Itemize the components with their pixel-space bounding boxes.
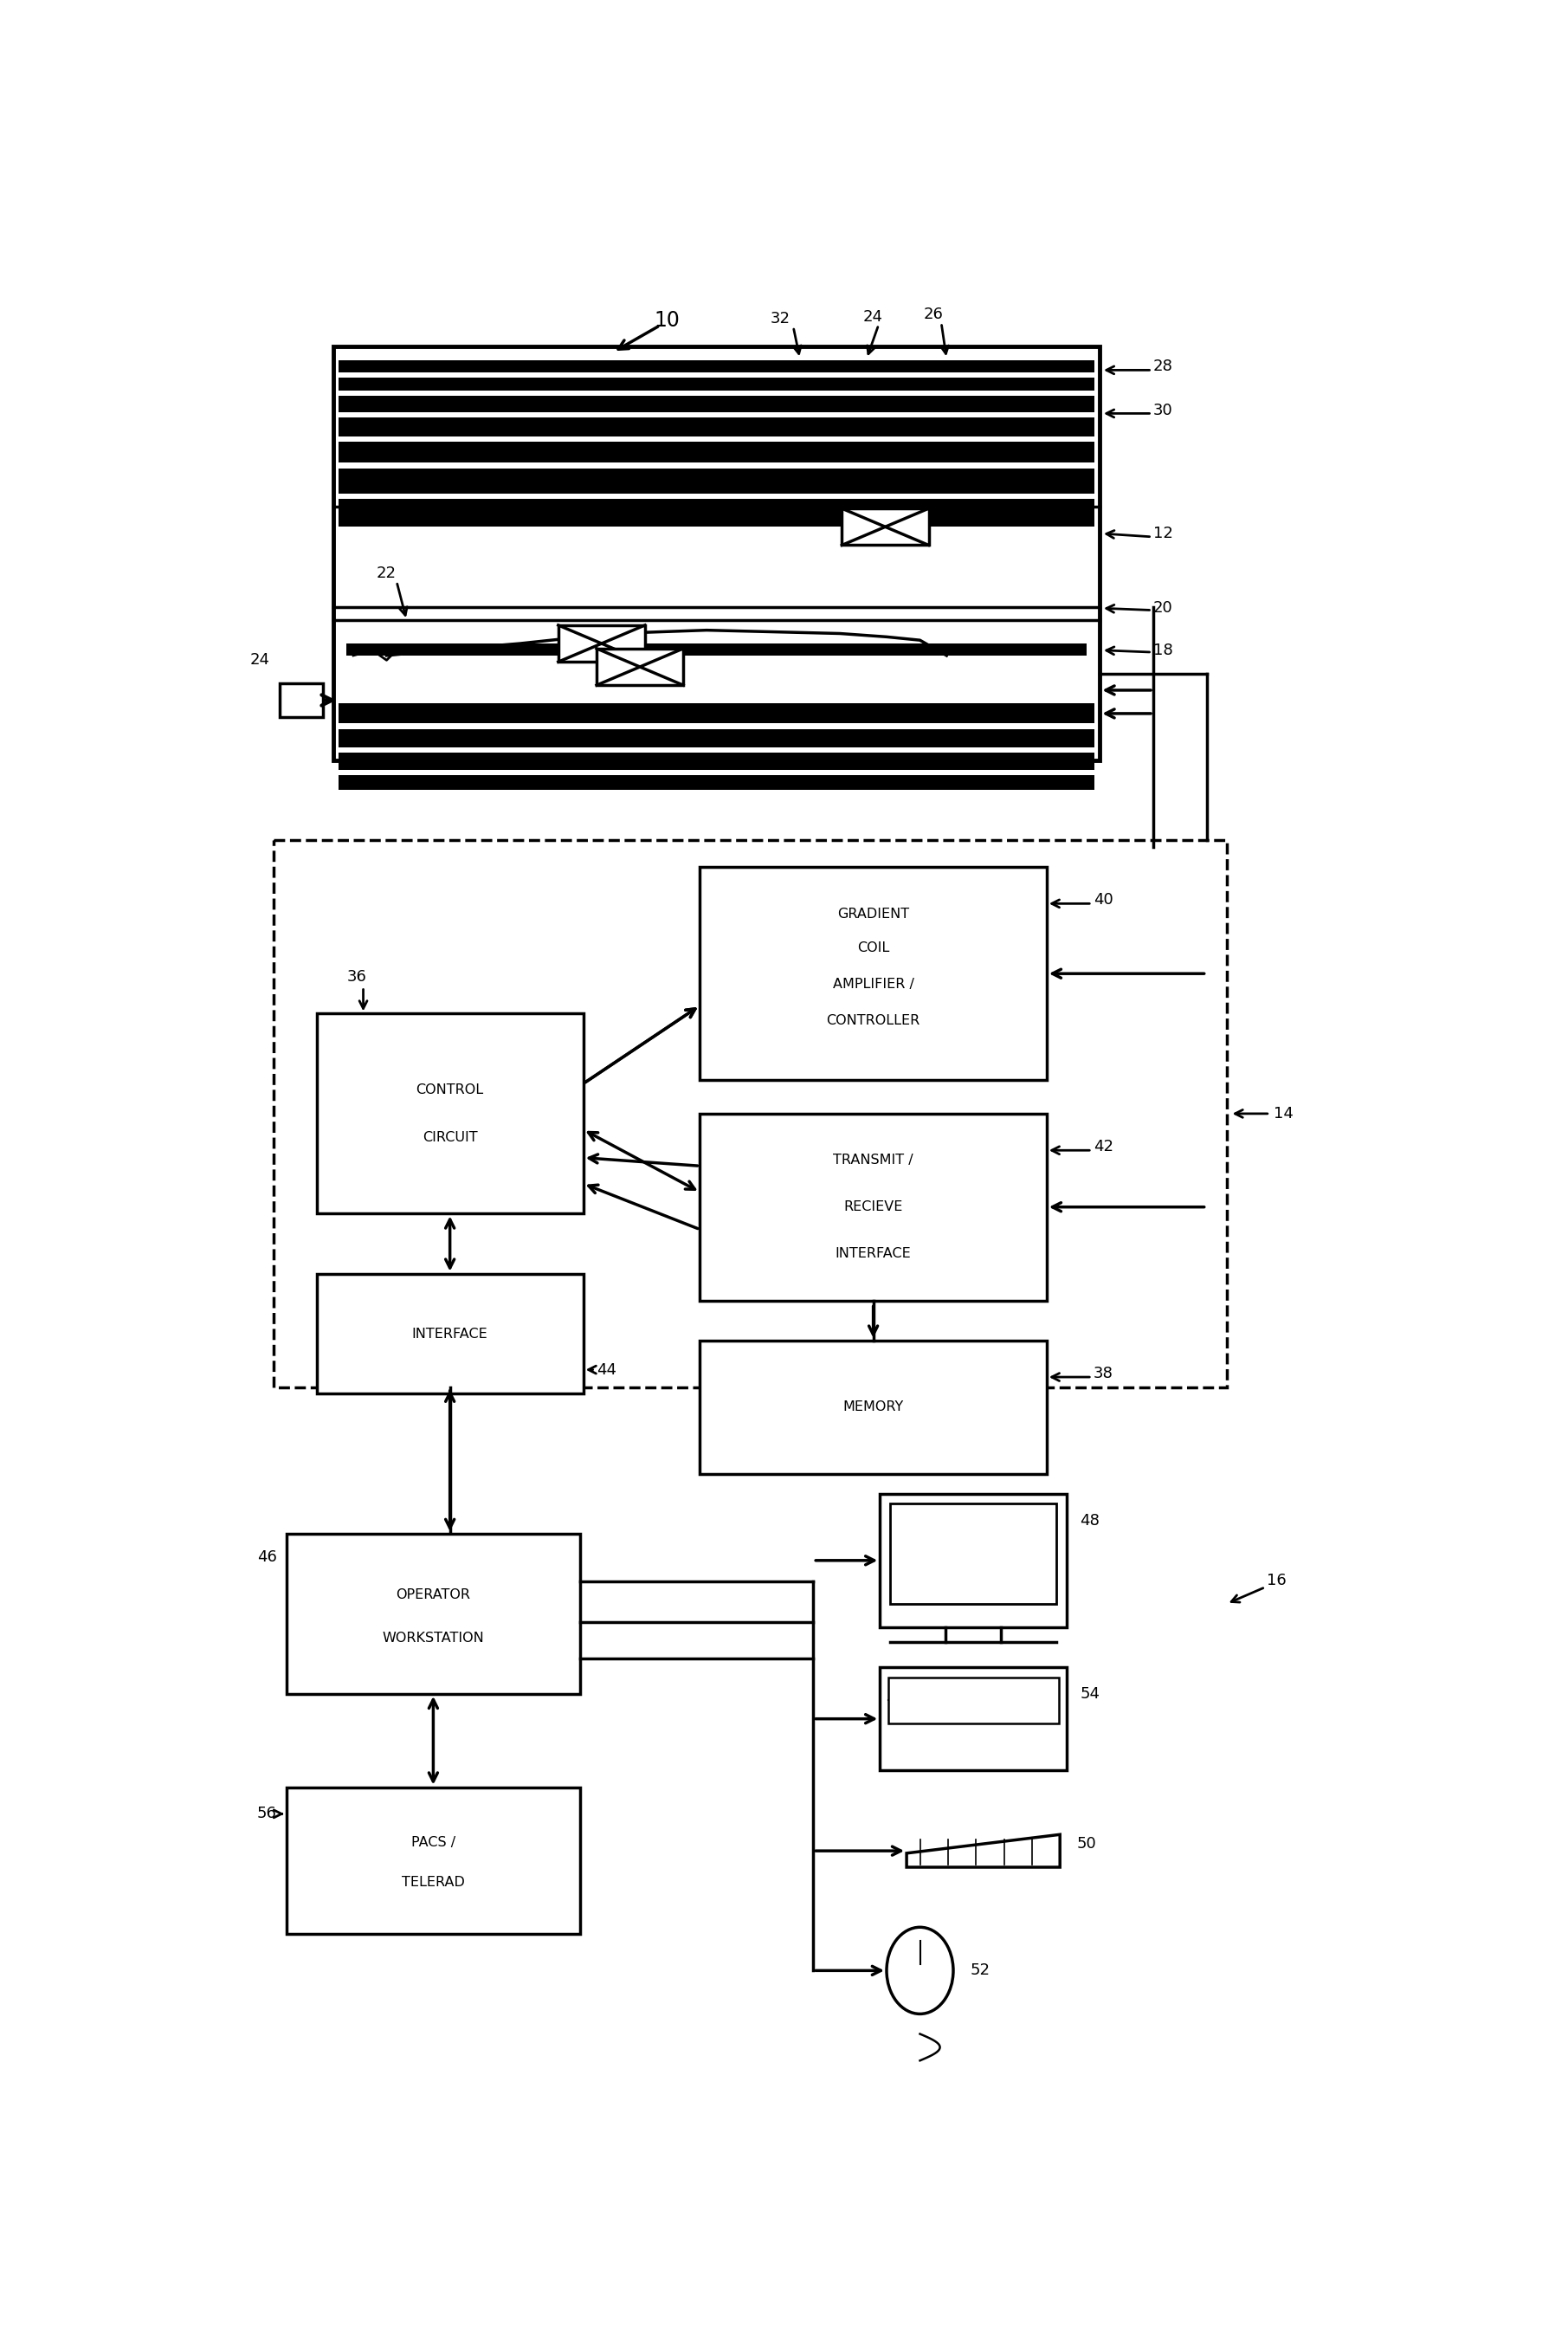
Ellipse shape xyxy=(886,1928,953,2014)
Text: GRADIENT: GRADIENT xyxy=(837,908,909,920)
Bar xyxy=(699,1340,1046,1473)
Bar xyxy=(334,348,1099,761)
Bar xyxy=(339,469,1094,492)
Text: 30: 30 xyxy=(1154,401,1173,418)
Bar xyxy=(880,1494,1066,1627)
Text: 26: 26 xyxy=(924,308,944,322)
Bar xyxy=(699,1113,1046,1300)
Bar xyxy=(281,684,323,717)
Text: 42: 42 xyxy=(1093,1139,1113,1155)
Text: 52: 52 xyxy=(971,1963,989,1979)
Bar xyxy=(699,866,1046,1081)
Bar xyxy=(339,359,1094,371)
Text: 46: 46 xyxy=(257,1550,276,1564)
Bar xyxy=(273,840,1226,1386)
Text: 54: 54 xyxy=(1080,1685,1099,1701)
Text: 20: 20 xyxy=(1154,600,1173,616)
Text: 48: 48 xyxy=(1080,1512,1099,1529)
Bar xyxy=(339,397,1094,413)
Text: 40: 40 xyxy=(1093,892,1113,908)
Text: 50: 50 xyxy=(1077,1837,1096,1851)
Text: 32: 32 xyxy=(770,310,790,327)
Text: 28: 28 xyxy=(1154,359,1173,373)
Text: CONTROLLER: CONTROLLER xyxy=(826,1013,920,1027)
Bar xyxy=(339,378,1094,390)
Text: 22: 22 xyxy=(376,565,397,581)
Bar xyxy=(339,775,1094,789)
Text: INTERFACE: INTERFACE xyxy=(412,1328,488,1340)
Text: 56: 56 xyxy=(257,1807,276,1821)
Text: AMPLIFIER /: AMPLIFIER / xyxy=(833,978,914,990)
Text: PACS /: PACS / xyxy=(411,1837,455,1849)
Text: MEMORY: MEMORY xyxy=(844,1400,903,1414)
Text: 12: 12 xyxy=(1154,525,1173,541)
Text: 36: 36 xyxy=(347,969,367,985)
Text: 18: 18 xyxy=(1154,642,1173,658)
Bar xyxy=(891,1503,1057,1603)
Bar xyxy=(339,441,1094,462)
Text: INTERFACE: INTERFACE xyxy=(836,1246,911,1260)
Text: RECIEVE: RECIEVE xyxy=(844,1200,903,1214)
Text: 44: 44 xyxy=(596,1363,616,1377)
Text: 24: 24 xyxy=(864,308,883,324)
Text: CONTROL: CONTROL xyxy=(416,1083,485,1097)
Text: 38: 38 xyxy=(1093,1365,1113,1382)
Text: 24: 24 xyxy=(249,654,270,668)
Text: CIRCUIT: CIRCUIT xyxy=(422,1132,478,1144)
Bar xyxy=(339,499,1094,527)
Text: 10: 10 xyxy=(654,310,679,331)
Bar xyxy=(842,509,928,546)
Text: 14: 14 xyxy=(1273,1106,1294,1120)
Bar xyxy=(317,1274,583,1393)
Text: TELERAD: TELERAD xyxy=(401,1877,464,1888)
Bar xyxy=(339,703,1094,724)
Bar xyxy=(339,418,1094,436)
Text: OPERATOR: OPERATOR xyxy=(397,1587,470,1601)
Bar xyxy=(339,728,1094,747)
Text: WORKSTATION: WORKSTATION xyxy=(383,1631,485,1643)
Bar xyxy=(317,1013,583,1214)
Bar xyxy=(558,626,644,663)
Bar xyxy=(287,1788,580,1935)
Text: TRANSMIT /: TRANSMIT / xyxy=(833,1153,914,1167)
Bar xyxy=(887,1678,1058,1722)
Polygon shape xyxy=(906,1835,1060,1867)
Bar xyxy=(287,1533,580,1694)
Text: COIL: COIL xyxy=(858,941,889,955)
Bar xyxy=(880,1666,1066,1772)
Bar xyxy=(347,644,1087,656)
Bar xyxy=(339,754,1094,770)
Bar xyxy=(596,649,684,686)
Text: 16: 16 xyxy=(1267,1573,1286,1587)
